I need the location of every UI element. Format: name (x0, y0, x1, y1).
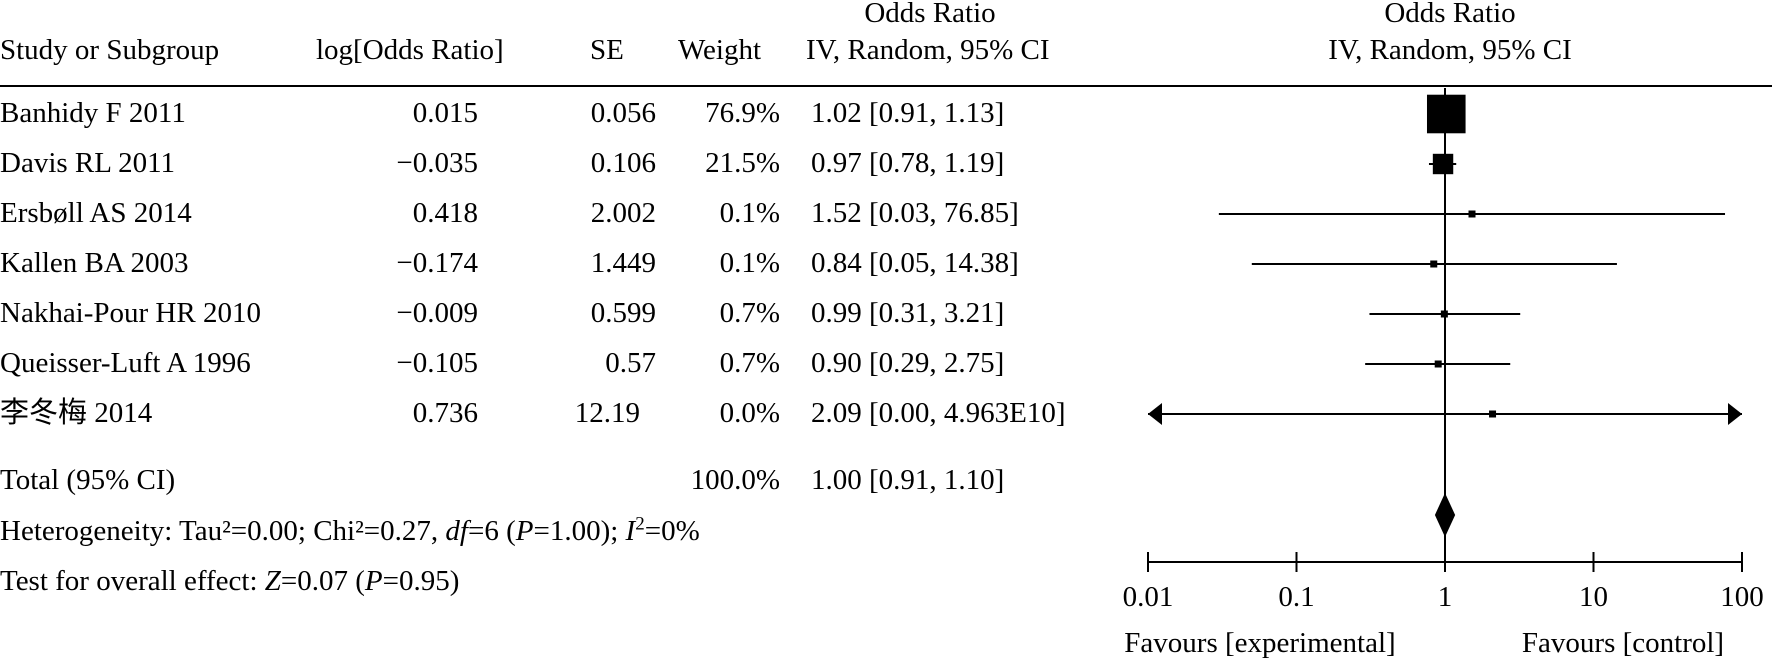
se-value: 0.056 (590, 97, 656, 129)
x-tick-label: 100 (1720, 581, 1764, 613)
x-tick-label: 0.1 (1278, 581, 1314, 613)
header-weight: Weight (678, 34, 762, 66)
heterogeneity-text: Heterogeneity: Tau²=0.00; Chi²=0.27, df=… (0, 513, 700, 547)
total-label: Total (95% CI) (0, 464, 176, 496)
ci-arrow-right (1728, 403, 1742, 425)
header-or-method: IV, Random, 95% CI (806, 34, 1050, 66)
study-marker (1489, 410, 1497, 418)
se-value: 0.57 (605, 347, 656, 379)
weight-value: 0.7% (719, 347, 780, 379)
or-ci-value: 0.90 [0.29, 2.75] (811, 347, 1005, 379)
overall-effect-text: Test for overall effect: Z=0.07 (P=0.95) (0, 565, 460, 597)
se-value: 0.106 (590, 147, 656, 179)
study-marker (1432, 153, 1454, 175)
study-name: Kallen BA 2003 (0, 247, 189, 279)
favours-control-label: Favours [control] (1521, 627, 1725, 659)
log-or-value: −0.009 (396, 297, 478, 329)
log-or-value: 0.015 (412, 97, 478, 129)
header-study: Study or Subgroup (0, 34, 220, 66)
se-value: 1.449 (590, 247, 656, 279)
or-ci-value: 0.84 [0.05, 14.38] (811, 247, 1019, 279)
se-value: 12.19 (574, 397, 640, 429)
weight-value: 21.5% (705, 147, 780, 179)
weight-value: 0.1% (719, 197, 780, 229)
se-value: 0.599 (590, 297, 656, 329)
or-ci-value: 1.02 [0.91, 1.13] (811, 97, 1005, 129)
study-marker (1468, 210, 1476, 218)
se-value: 2.002 (590, 197, 656, 229)
header-se: SE (590, 34, 624, 66)
log-or-value: 0.418 (412, 197, 478, 229)
study-name: Queisser-Luft A 1996 (0, 347, 251, 379)
log-or-value: −0.105 (396, 347, 478, 379)
or-column-title: Odds Ratio (864, 0, 996, 29)
study-name: Davis RL 2011 (0, 147, 176, 179)
x-tick-label: 1 (1438, 581, 1453, 613)
study-marker (1434, 360, 1442, 368)
ci-arrow-left (1148, 403, 1162, 425)
total-weight: 100.0% (690, 464, 780, 496)
study-name: Ersbøll AS 2014 (0, 197, 192, 229)
plot-title: Odds Ratio (1384, 0, 1516, 29)
overall-diamond (1434, 493, 1456, 537)
favours-experimental-label: Favours [experimental] (1124, 627, 1396, 659)
weight-value: 0.1% (719, 247, 780, 279)
or-ci-value: 0.99 [0.31, 3.21] (811, 297, 1005, 329)
log-or-value: 0.736 (412, 397, 478, 429)
study-name: 李冬梅 2014 (0, 397, 153, 429)
header-log-or: log[Odds Ratio] (316, 34, 504, 66)
study-marker (1426, 94, 1466, 134)
x-tick-label: 0.01 (1123, 581, 1174, 613)
weight-value: 0.0% (719, 397, 780, 429)
x-tick-label: 10 (1579, 581, 1608, 613)
weight-value: 76.9% (705, 97, 780, 129)
or-ci-value: 0.97 [0.78, 1.19] (811, 147, 1005, 179)
total-or-ci: 1.00 [0.91, 1.10] (811, 464, 1005, 496)
weight-value: 0.7% (719, 297, 780, 329)
study-marker (1440, 310, 1448, 318)
or-ci-value: 2.09 [0.00, 4.963E10] (811, 397, 1066, 429)
header-divider (0, 85, 1772, 87)
or-ci-value: 1.52 [0.03, 76.85] (811, 197, 1019, 229)
study-marker (1430, 260, 1438, 268)
log-or-value: −0.174 (396, 247, 478, 279)
study-name: Banhidy F 2011 (0, 97, 186, 129)
study-name: Nakhai-Pour HR 2010 (0, 297, 261, 329)
log-or-value: −0.035 (396, 147, 478, 179)
plot-method: IV, Random, 95% CI (1328, 34, 1572, 66)
